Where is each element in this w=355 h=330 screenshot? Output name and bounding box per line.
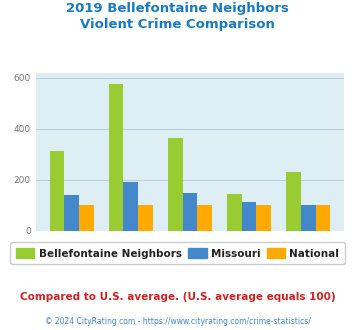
Bar (182, 193, 197, 231)
Bar (168, 138, 182, 231)
Bar (316, 206, 330, 231)
Bar (50, 150, 64, 231)
Text: 2019 Bellefontaine Neighbors
Violent Crime Comparison: 2019 Bellefontaine Neighbors Violent Cri… (66, 2, 289, 31)
Bar (227, 194, 242, 231)
Bar (256, 206, 271, 231)
Bar (138, 206, 153, 231)
Bar (301, 205, 316, 231)
Bar (64, 195, 79, 231)
Bar (124, 182, 138, 231)
Text: © 2024 CityRating.com - https://www.cityrating.com/crime-statistics/: © 2024 CityRating.com - https://www.city… (45, 317, 310, 326)
Bar (79, 206, 94, 231)
Text: Compared to U.S. average. (U.S. average equals 100): Compared to U.S. average. (U.S. average … (20, 292, 335, 302)
Bar (242, 202, 256, 231)
Bar (109, 84, 124, 231)
Legend: Bellefontaine Neighbors, Missouri, National: Bellefontaine Neighbors, Missouri, Natio… (10, 243, 345, 264)
Bar (286, 172, 301, 231)
Bar (197, 206, 212, 231)
